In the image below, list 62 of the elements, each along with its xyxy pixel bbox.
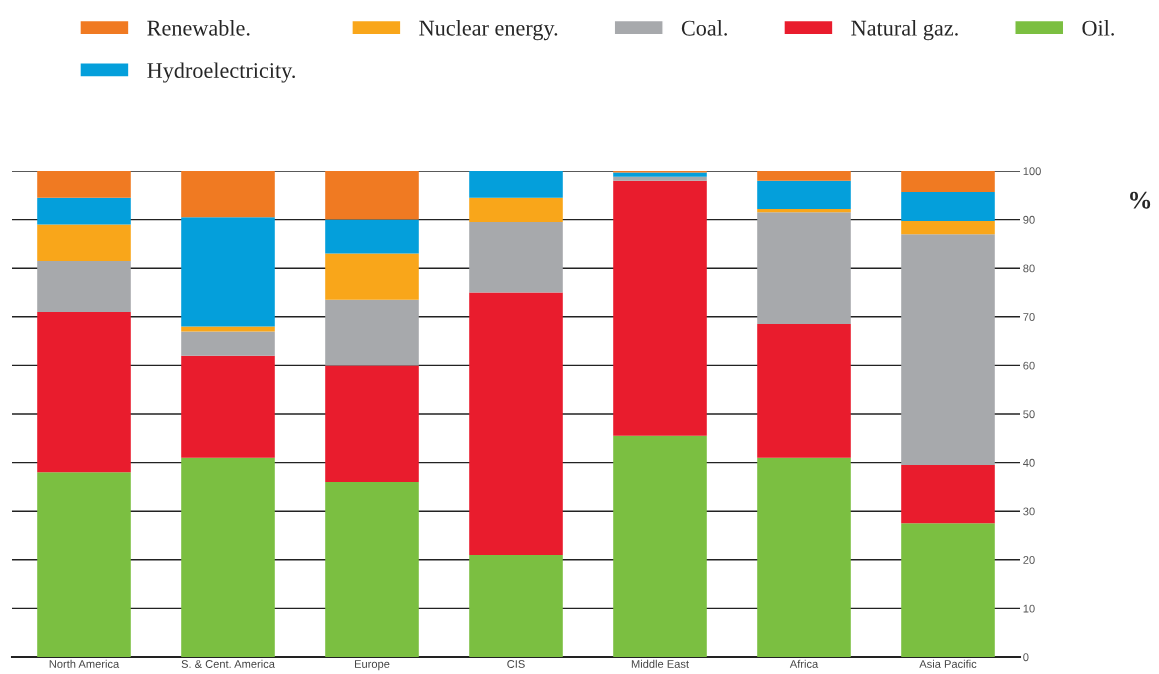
bar bbox=[469, 222, 563, 293]
legend-label: Oil. bbox=[1082, 20, 1114, 36]
bar bbox=[613, 172, 707, 177]
bar bbox=[613, 180, 707, 436]
bar bbox=[181, 331, 275, 356]
bar bbox=[325, 253, 419, 300]
y-axis-title: % bbox=[1130, 191, 1151, 209]
x-tick-label: S. & Cent. America bbox=[181, 659, 275, 668]
x-tick-label: Middle East bbox=[631, 659, 689, 668]
bar bbox=[37, 311, 131, 473]
y-tick-label: 80 bbox=[1023, 264, 1035, 273]
bar bbox=[757, 212, 851, 325]
bar bbox=[37, 472, 131, 657]
bar bbox=[469, 554, 563, 657]
bar bbox=[37, 197, 131, 225]
legend-label: Renewable. bbox=[147, 20, 250, 36]
bar bbox=[469, 292, 563, 555]
x-tick-label: North America bbox=[49, 659, 120, 668]
bar bbox=[181, 457, 275, 657]
x-tick-label: Europe bbox=[355, 660, 390, 671]
bar bbox=[37, 224, 131, 261]
bar bbox=[181, 217, 275, 327]
legend-label: Hydroelectricity. bbox=[147, 62, 295, 83]
y-tick-label: 0 bbox=[1023, 653, 1029, 662]
x-tick-label: Africa bbox=[789, 659, 819, 668]
bar bbox=[181, 171, 275, 218]
bar bbox=[757, 457, 851, 657]
bar bbox=[37, 171, 131, 198]
y-tick-label: 20 bbox=[1023, 556, 1035, 564]
bar bbox=[757, 324, 851, 458]
y-tick-label: 10 bbox=[1023, 604, 1035, 613]
bar bbox=[901, 171, 995, 192]
y-tick-label: 90 bbox=[1023, 215, 1035, 224]
bar bbox=[901, 523, 995, 657]
bar bbox=[901, 221, 995, 235]
x-tick-label: Asia Pacific bbox=[919, 659, 977, 668]
legend-label: Natural gaz. bbox=[851, 20, 958, 41]
bar bbox=[757, 180, 851, 209]
y-tick-label: 50 bbox=[1023, 410, 1035, 419]
y-tick-label: 60 bbox=[1023, 361, 1035, 370]
bar bbox=[37, 260, 131, 312]
bar bbox=[613, 435, 707, 657]
bar bbox=[181, 355, 275, 458]
bar bbox=[325, 219, 419, 254]
x-tick-label: CIS bbox=[507, 660, 525, 668]
bar bbox=[325, 299, 419, 366]
bar bbox=[901, 191, 995, 222]
y-tick-label: 70 bbox=[1023, 313, 1035, 321]
bar bbox=[757, 171, 851, 181]
bar bbox=[901, 465, 995, 524]
bar bbox=[325, 482, 419, 657]
bar bbox=[469, 197, 563, 223]
y-tick-label: 30 bbox=[1023, 507, 1035, 516]
y-tick-label: 100 bbox=[1023, 167, 1041, 176]
bar bbox=[901, 234, 995, 466]
bar bbox=[325, 171, 419, 220]
bar bbox=[613, 176, 707, 181]
legend-label: Nuclear energy. bbox=[419, 20, 558, 41]
legend-label: Coal. bbox=[681, 20, 727, 36]
y-tick-label: 40 bbox=[1023, 458, 1035, 467]
bar bbox=[325, 365, 419, 483]
bar bbox=[469, 171, 563, 198]
